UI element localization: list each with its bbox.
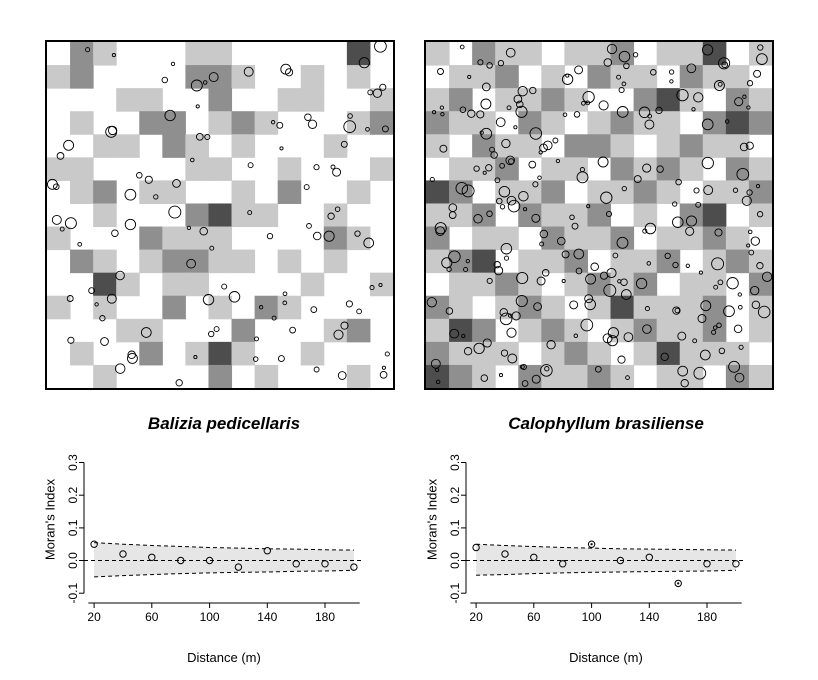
- svg-text:140: 140: [257, 610, 277, 624]
- x-axis-label-calophyllum: Distance (m): [569, 650, 643, 665]
- svg-text:0.0: 0.0: [448, 552, 462, 569]
- correlogram-panel-calophyllum: Calophyllum brasiliense Moran's Index -0…: [406, 412, 786, 680]
- habitat-map-balizia-svg: [47, 42, 393, 388]
- svg-text:-0.1: -0.1: [66, 583, 80, 604]
- svg-text:0.1: 0.1: [66, 519, 80, 536]
- svg-text:-0.1: -0.1: [448, 583, 462, 604]
- habitat-map-balizia: [45, 40, 395, 390]
- svg-text:20: 20: [469, 610, 483, 624]
- svg-text:0.3: 0.3: [448, 454, 462, 471]
- svg-text:0.2: 0.2: [448, 487, 462, 504]
- plot-title-balizia: Balizia pedicellaris: [147, 414, 301, 433]
- svg-text:0.1: 0.1: [448, 519, 462, 536]
- svg-text:100: 100: [200, 610, 220, 624]
- svg-text:60: 60: [145, 610, 159, 624]
- svg-text:180: 180: [315, 610, 335, 624]
- correlogram-panel-balizia: Balizia pedicellaris Moran's Index -0.1 0…: [24, 412, 404, 680]
- x-axis-label-balizia: Distance (m): [187, 650, 261, 665]
- svg-text:100: 100: [582, 610, 602, 624]
- svg-text:60: 60: [527, 610, 541, 624]
- habitat-map-calophyllum-svg: [426, 42, 772, 388]
- correlogram-calophyllum-svg: -0.1 0.0 0.1 0.2 0.3 20 60 100 140 180: [448, 454, 746, 624]
- correlogram-balizia-svg: -0.1 0.0 0.1 0.2 0.3 20 60 100 140 180: [66, 454, 364, 624]
- habitat-map-calophyllum: [424, 40, 774, 390]
- svg-text:180: 180: [697, 610, 717, 624]
- svg-text:0.3: 0.3: [66, 454, 80, 471]
- svg-text:0.2: 0.2: [66, 487, 80, 504]
- svg-text:20: 20: [87, 610, 101, 624]
- svg-text:140: 140: [639, 610, 659, 624]
- svg-text:0.0: 0.0: [66, 552, 80, 569]
- plot-title-calophyllum: Calophyllum brasiliense: [508, 414, 704, 433]
